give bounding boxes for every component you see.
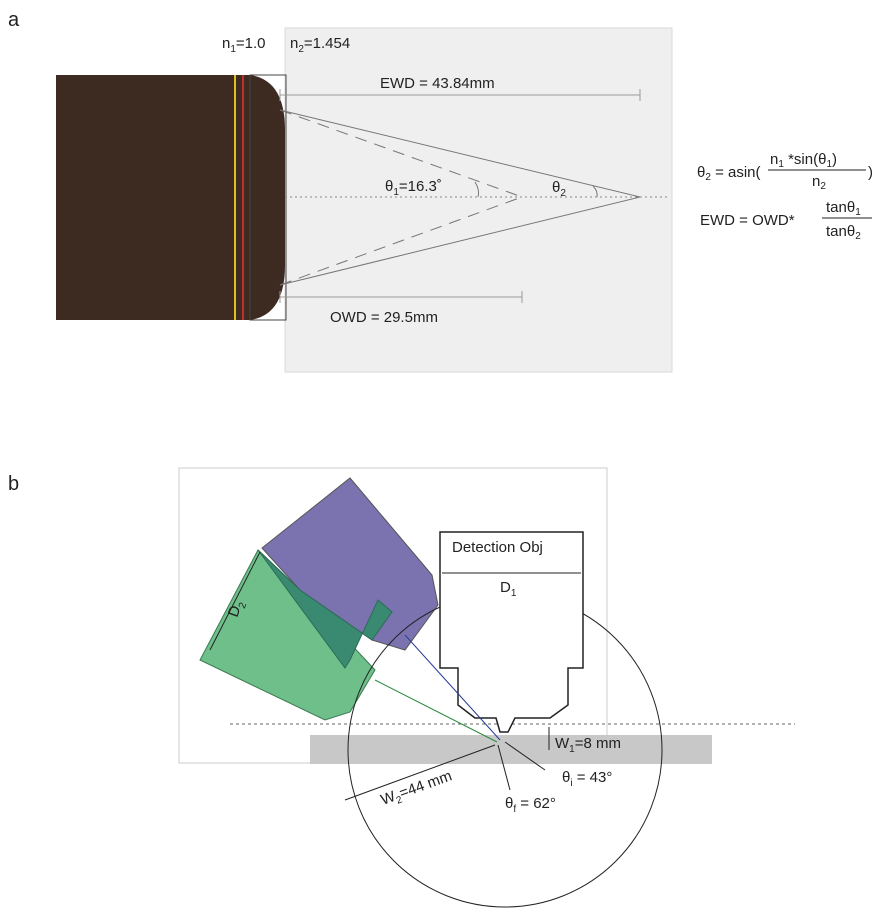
formula-numerator: n1 *sin(θ1)	[770, 151, 837, 170]
detection-objective	[440, 532, 583, 732]
formula-numerator: tanθ1	[826, 199, 861, 218]
text-part: =8 mm	[575, 735, 621, 752]
text-part: n	[222, 35, 230, 52]
text-part: tanθ	[826, 223, 855, 240]
formula-lhs: EWD = OWD*	[700, 212, 795, 229]
panel-label: b	[8, 473, 19, 495]
text-part: θ	[562, 769, 570, 786]
text-part: *sin(θ	[784, 151, 827, 168]
figure: a n1=1.0 n2=1.454 EWD = 43.84mm OWD = 29…	[0, 0, 886, 909]
formula-lhs: θ2 = asin(	[697, 164, 761, 183]
text-part: 2	[855, 231, 861, 242]
text-part: n	[290, 35, 298, 52]
text-part: = 62°	[516, 795, 556, 812]
panel-label: a	[8, 9, 20, 31]
formula-2: EWD = OWD* tanθ1 tanθ2	[700, 199, 872, 242]
objective	[56, 75, 285, 320]
detection-obj-label: Detection Obj	[452, 539, 543, 556]
n1-label: n1=1.0	[222, 35, 266, 55]
text-part: = asin(	[711, 164, 761, 181]
text-part: )	[832, 151, 837, 168]
text-part: =1.454	[304, 35, 350, 52]
formula-denominator: n2	[812, 173, 826, 192]
formula-close: )	[868, 164, 873, 181]
text-part: 1	[855, 207, 861, 218]
text-part: D	[500, 579, 511, 596]
theta-i-label: θi = 43°	[562, 769, 612, 789]
formula-1: θ2 = asin( n1 *sin(θ1) n2 )	[697, 151, 873, 192]
text-part: =1.0	[236, 35, 266, 52]
text-part: = 43°	[573, 769, 613, 786]
text-part: θ	[697, 164, 705, 181]
text-part: n	[812, 173, 820, 190]
text-part: 2	[560, 188, 566, 199]
text-part: tanθ	[826, 199, 855, 216]
ewd-label: EWD = 43.84mm	[380, 75, 495, 92]
panel-b: b Detection Obj D1 D2 W1=8 mm W2=44 mm θ…	[8, 468, 795, 907]
text-part: θ	[552, 179, 560, 196]
sample-slab	[310, 735, 712, 764]
owd-label: OWD = 29.5mm	[330, 309, 438, 326]
theta-f-label: θf = 62°	[505, 795, 556, 815]
text-part: 2	[820, 181, 826, 192]
text-part: θ	[505, 795, 513, 812]
formula-denominator: tanθ2	[826, 223, 861, 242]
text-part: W	[555, 735, 570, 752]
text-part: =16.3˚	[399, 178, 442, 195]
text-part: 1	[511, 588, 517, 599]
panel-a: a n1=1.0 n2=1.454 EWD = 43.84mm OWD = 29…	[8, 9, 873, 372]
text-part: =44 mm	[397, 767, 454, 802]
text-part: n	[770, 151, 778, 168]
text-part: θ	[385, 178, 393, 195]
